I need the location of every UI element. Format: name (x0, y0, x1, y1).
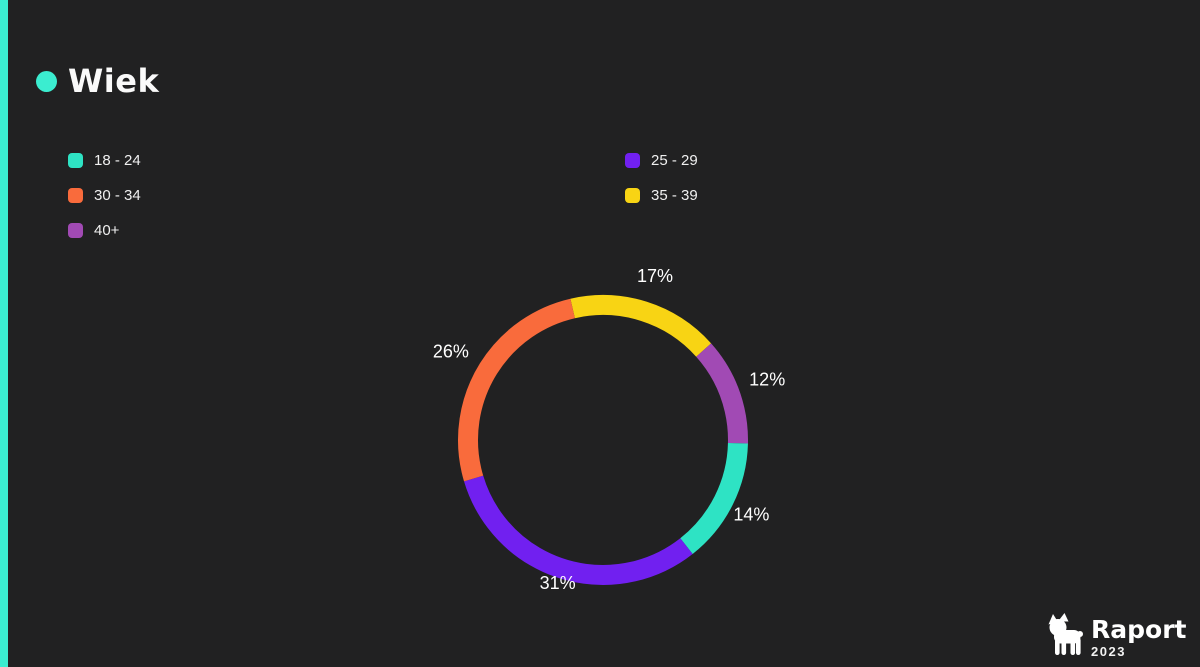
legend-swatch (68, 188, 83, 203)
left-accent-bar (0, 0, 8, 667)
legend-item: 40+ (68, 222, 141, 239)
legend-swatch (68, 153, 83, 168)
legend-label: 25 - 29 (651, 152, 698, 169)
legend-item: 18 - 24 (68, 152, 141, 169)
legend-item: 35 - 39 (625, 187, 698, 204)
chart-legend-column-1: 18 - 24 30 - 34 40+ (68, 152, 141, 258)
section-title: Wiek (36, 62, 159, 100)
brand-year: 2023 (1091, 644, 1126, 659)
donut-segment-35-39 (458, 295, 748, 585)
legend-item: 30 - 34 (68, 187, 141, 204)
chart-legend-column-2: 25 - 29 35 - 39 (625, 152, 698, 223)
legend-label: 35 - 39 (651, 187, 698, 204)
french-bulldog-icon (1048, 613, 1083, 655)
slice-label: 26% (433, 342, 469, 362)
title-bullet-dot (36, 70, 57, 92)
page-title: Wiek (68, 62, 160, 100)
donut-chart: 17% 12% 14% 31% 26% (433, 266, 785, 593)
legend-swatch (625, 188, 640, 203)
brand-name: Raport (1091, 615, 1187, 644)
slice-label: 17% (637, 266, 673, 286)
slice-label: 12% (749, 370, 785, 390)
legend-item: 25 - 29 (625, 152, 698, 169)
donut-segment-40+ (458, 295, 748, 585)
legend-label: 18 - 24 (94, 152, 141, 169)
legend-label: 40+ (94, 222, 120, 239)
slice-label: 31% (540, 573, 576, 593)
legend-swatch (68, 223, 83, 238)
legend-label: 30 - 34 (94, 187, 141, 204)
footer-logo: Raport 2023 (1045, 613, 1186, 659)
donut-segment-30-34 (458, 295, 748, 585)
donut-segment-25-29 (458, 295, 748, 585)
legend-swatch (625, 153, 640, 168)
donut-segment-18-24 (458, 295, 748, 585)
brand-text-block: Raport 2023 (1091, 617, 1186, 659)
slice-label: 14% (733, 504, 769, 524)
